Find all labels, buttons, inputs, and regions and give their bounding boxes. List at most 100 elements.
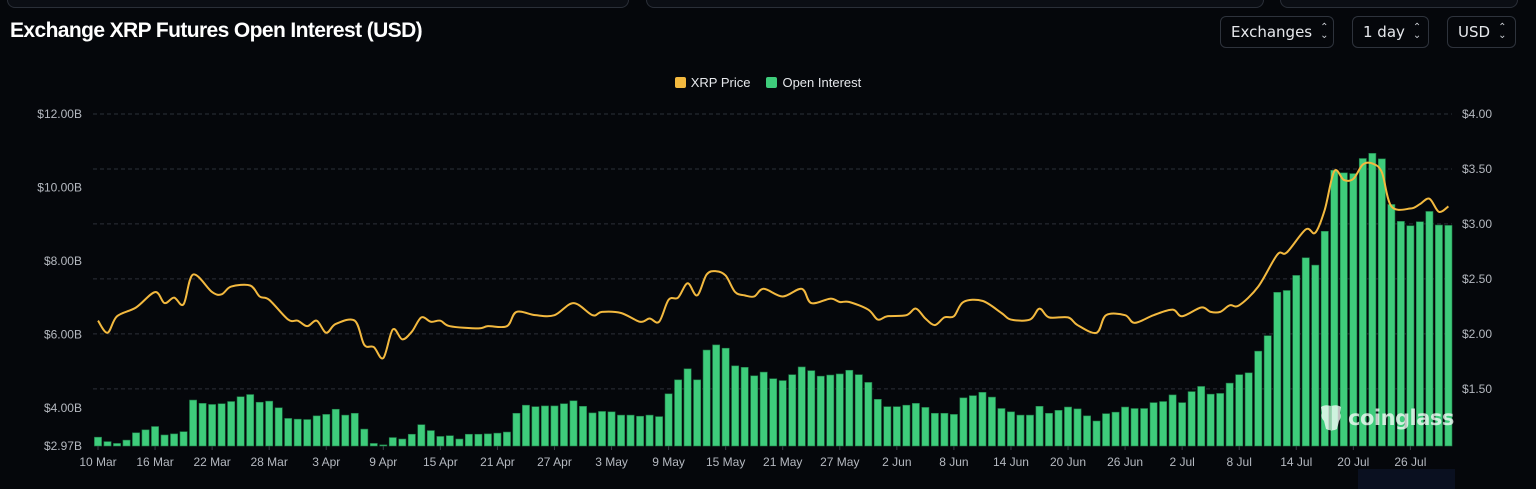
- oi-bar: [636, 415, 644, 447]
- oi-bar: [997, 408, 1006, 447]
- oi-bar: [1016, 414, 1025, 447]
- oi-bar: [122, 439, 131, 447]
- oi-bar: [1073, 408, 1082, 447]
- oi-bar: [1054, 410, 1063, 447]
- oi-bar: [1121, 406, 1129, 447]
- oi-bar: [1102, 413, 1110, 447]
- x-axis-tick: 21 May: [763, 455, 802, 469]
- oi-bar: [902, 404, 911, 447]
- oi-bar: [550, 405, 559, 447]
- x-axis-tick: 20 Jun: [1050, 455, 1086, 469]
- oi-bar: [1273, 292, 1282, 447]
- oi-bar: [1216, 393, 1225, 447]
- oi-bar: [1159, 401, 1168, 447]
- oi-bar: [303, 419, 312, 447]
- oi-bar: [845, 369, 854, 447]
- oi-bar: [1358, 158, 1367, 447]
- oi-bar: [503, 431, 511, 447]
- oi-bar: [921, 407, 930, 447]
- oi-bar: [1444, 225, 1453, 447]
- oi-bar: [388, 437, 397, 447]
- oi-bar: [1320, 230, 1329, 447]
- x-axis-tick: 14 Jun: [993, 455, 1029, 469]
- oi-bar: [626, 414, 635, 447]
- oi-bar: [1168, 394, 1177, 447]
- oi-bar: [930, 412, 939, 447]
- oi-bar: [607, 411, 616, 447]
- exchanges-select[interactable]: Exchanges ⌃ ⌄: [1220, 16, 1334, 48]
- oi-bar: [645, 414, 654, 447]
- legend-item-open-interest[interactable]: Open Interest: [766, 75, 861, 90]
- oi-bar: [721, 347, 730, 447]
- x-axis-tick: 9 Apr: [369, 455, 397, 469]
- oi-bar: [655, 416, 663, 447]
- x-axis-tick: 2 Jun: [882, 455, 911, 469]
- oi-bar: [484, 433, 492, 447]
- x-axis-tick: 20 Jul: [1337, 455, 1369, 469]
- x-axis-tick: 27 Apr: [537, 455, 572, 469]
- oi-bar: [949, 414, 958, 447]
- oi-bar: [864, 382, 873, 447]
- oi-bar: [598, 411, 606, 447]
- x-axis-tick: 2 Jul: [1169, 455, 1194, 469]
- oi-bar: [331, 408, 340, 447]
- oi-bar: [797, 366, 806, 447]
- oi-bar: [312, 415, 321, 447]
- left-axis-tick: $4.00B: [44, 401, 82, 415]
- left-axis-tick: $12.00B: [37, 107, 82, 121]
- right-axis-tick: $3.50: [1462, 162, 1492, 176]
- oi-bar: [579, 405, 587, 447]
- oi-bar: [826, 374, 835, 447]
- oi-bar: [350, 412, 359, 447]
- x-axis-tick: 10 Mar: [79, 455, 116, 469]
- oi-bar: [702, 349, 711, 447]
- oi-bar: [141, 429, 150, 447]
- currency-select[interactable]: USD ⌃ ⌄: [1447, 16, 1516, 48]
- x-axis-tick: 14 Jul: [1280, 455, 1312, 469]
- oi-bar: [1301, 257, 1310, 447]
- oi-bar: [854, 374, 863, 447]
- oi-bar: [1377, 158, 1386, 447]
- x-axis-tick: 8 Jul: [1227, 455, 1252, 469]
- oi-bar: [151, 426, 159, 447]
- legend-item-xrp-price[interactable]: XRP Price: [674, 75, 751, 90]
- x-axis-tick: 16 Mar: [136, 455, 173, 469]
- oi-bar: [978, 392, 987, 447]
- x-axis-tick: 15 May: [706, 455, 745, 469]
- oi-bar: [1092, 420, 1101, 447]
- oi-bar: [1254, 350, 1263, 447]
- gridlines: [93, 113, 1452, 390]
- oi-bar: [693, 379, 702, 447]
- x-axis-tick: 3 May: [595, 455, 628, 469]
- left-axis-tick: $8.00B: [44, 254, 82, 268]
- chart-legend: XRP Price Open Interest: [0, 75, 1536, 90]
- oi-bar: [522, 404, 530, 447]
- oi-bar: [731, 365, 740, 447]
- oi-bar: [541, 405, 549, 447]
- oi-bar: [1178, 402, 1187, 447]
- oi-bar: [293, 418, 302, 447]
- oi-bar: [807, 370, 816, 447]
- oi-bar: [379, 444, 388, 447]
- oi-bar: [189, 399, 197, 447]
- oi-bar: [198, 403, 207, 447]
- oi-bar: [322, 414, 331, 447]
- oi-bar: [759, 371, 768, 447]
- oi-bar: [750, 375, 759, 447]
- oi-bar: [1396, 221, 1405, 447]
- oi-bar: [1187, 391, 1196, 447]
- oi-bar: [407, 433, 416, 447]
- oi-bar: [769, 378, 778, 447]
- interval-select[interactable]: 1 day ⌃ ⌄: [1352, 16, 1429, 48]
- oi-bar: [1435, 224, 1443, 447]
- range-navigator[interactable]: [1358, 469, 1455, 489]
- oi-bar: [1206, 393, 1215, 447]
- oi-bar: [474, 433, 483, 447]
- oi-bar: [1311, 264, 1320, 447]
- left-axis-tick: $6.00B: [44, 328, 82, 342]
- oi-bar: [160, 434, 169, 447]
- right-axis-tick: $1.50: [1462, 382, 1492, 396]
- oi-bar: [341, 414, 350, 447]
- legend-label-price: XRP Price: [690, 75, 751, 90]
- x-axis-tick: 26 Jul: [1394, 455, 1426, 469]
